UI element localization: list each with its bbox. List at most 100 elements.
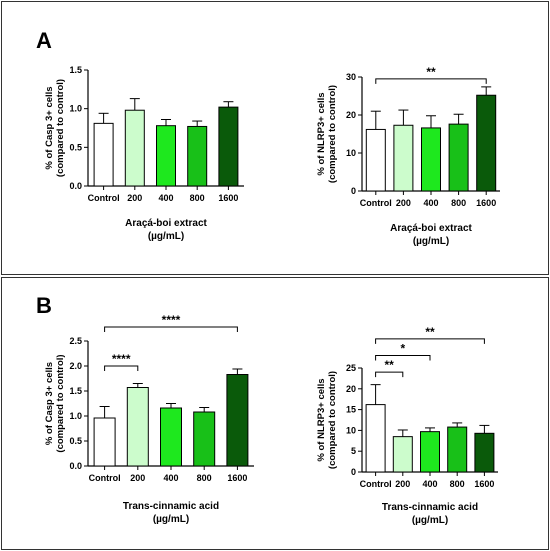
y-tick-label: 1.0	[69, 411, 82, 421]
bar-200	[124, 109, 145, 187]
significance-label: **	[385, 358, 395, 372]
panel-a-border	[1, 1, 549, 275]
x-axis-title-line: (µg/mL)	[412, 515, 448, 526]
significance-bracket	[375, 371, 404, 378]
x-tick-label: 1600	[476, 198, 496, 208]
x-tick-label: 1600	[227, 473, 247, 483]
x-tick-label: 800	[190, 193, 205, 203]
x-tick-label: 400	[163, 473, 178, 483]
x-tick-label: 200	[127, 193, 142, 203]
significance-bracket	[375, 355, 431, 361]
x-axis-title: Araçá-boi extract (µg/mL)	[125, 218, 207, 242]
x-tick-label: Control	[360, 198, 392, 208]
panel-b-letter: B	[36, 293, 52, 318]
bar-400	[421, 127, 441, 192]
x-tick-label: 1600	[218, 193, 238, 203]
bar-400	[156, 125, 176, 187]
y-tick-label: 1.5	[69, 386, 82, 396]
x-tick-label: 200	[396, 198, 411, 208]
y-tick-label: 10	[346, 425, 356, 435]
significance-label: ****	[112, 352, 131, 366]
x-tick-label: Control	[88, 193, 120, 203]
significance-label: ****	[162, 313, 181, 327]
y-axis-title-line: % of NLRP3+ cells	[316, 378, 327, 461]
x-tick-label: Control	[360, 479, 392, 489]
y-tick-label: 10	[346, 148, 356, 158]
y-tick-label: 20	[346, 384, 356, 394]
y-axis-title-line: % of NLRP3+ cells	[316, 92, 327, 175]
x-axis-title: Trans-cinnamic acid (µg/mL)	[123, 501, 219, 525]
y-axis-title-line: (compared to control)	[327, 371, 338, 469]
x-tick-label: 200	[130, 473, 145, 483]
x-axis-title-line: Trans-cinnamic acid	[382, 502, 478, 513]
y-axis-title: % of NLRP3+ cells(compared to control)	[316, 85, 338, 183]
x-axis-title-line: Araçá-boi extract	[390, 223, 472, 234]
bar-1600	[474, 432, 495, 473]
y-tick-label: 1.0	[69, 104, 82, 114]
panel-a-letter: A	[36, 28, 52, 53]
y-tick-label: 15	[346, 405, 356, 415]
y-tick-label: 30	[346, 72, 356, 82]
y-tick-label: 0.5	[69, 436, 82, 446]
y-axis-title: % of NLRP3+ cells(compared to control)	[316, 371, 338, 469]
x-tick-label: 200	[395, 479, 410, 489]
chart-a-casp3: 0.0 0.5 1.0 1.5 Control 200 400 800 1600 % of Cas…	[44, 65, 244, 242]
bar-1600	[476, 94, 497, 192]
x-tick-label: 400	[158, 193, 173, 203]
chart-a-nlrp3: 0 10 20 30 Control 200 400 800 1600 ** % of NLRP3+…	[316, 65, 500, 247]
significance-label: *	[400, 342, 405, 356]
bar-800	[448, 123, 469, 192]
y-tick-label: 0	[351, 186, 356, 196]
x-axis-title: Trans-cinnamic acid (µg/mL)	[382, 502, 478, 526]
significance-label: **	[426, 65, 436, 79]
x-tick-label: 800	[450, 479, 465, 489]
y-tick-label: 1.5	[69, 65, 82, 75]
bar-400	[160, 407, 182, 467]
y-axis-title-line: (compared to control)	[327, 85, 338, 183]
significance-label: **	[425, 325, 435, 339]
x-tick-label: 800	[197, 473, 212, 483]
y-tick-label: 25	[346, 363, 356, 373]
x-tick-label: 400	[423, 198, 438, 208]
bar-200	[126, 387, 149, 467]
bar-control	[365, 128, 386, 192]
bar-control	[93, 417, 116, 467]
bar-400	[420, 431, 440, 473]
panel-b-border	[1, 277, 549, 550]
bar-200	[393, 124, 414, 192]
x-axis-title-line: Trans-cinnamic acid	[123, 501, 219, 512]
bar-control	[93, 122, 114, 187]
x-axis-title-line: Araçá-boi extract	[125, 218, 207, 229]
x-tick-label: 1600	[474, 479, 494, 489]
bar-1600	[218, 106, 239, 187]
chart-b-casp3: 0.0 0.5 1.0 1.5 2.0 2.5 Control 200 400 800 1600 **…	[44, 313, 254, 525]
x-axis-title-line: (µg/mL)	[413, 236, 449, 247]
y-axis-title-line: % of Casp 3+ cells	[44, 362, 55, 445]
bar-200	[392, 436, 413, 473]
y-tick-label: 20	[346, 110, 356, 120]
x-tick-label: 400	[422, 479, 437, 489]
x-axis-title-line: (µg/mL)	[153, 514, 189, 525]
y-axis-title: % of Casp 3+ cells(compared to control)	[44, 354, 66, 452]
significance-bracket	[104, 365, 139, 371]
significance-bracket	[375, 78, 487, 84]
y-axis-title-line: (compared to control)	[55, 354, 66, 452]
y-axis-title-line: % of Casp 3+ cells	[44, 86, 55, 169]
y-tick-label: 5	[351, 446, 356, 456]
x-tick-label: Control	[89, 473, 121, 483]
y-tick-label: 2.0	[69, 361, 82, 371]
y-tick-label: 0	[351, 467, 356, 477]
significance-bracket	[104, 326, 238, 332]
y-tick-label: 2.5	[69, 336, 82, 346]
bar-800	[447, 426, 468, 473]
x-axis-title: Araçá-boi extract (µg/mL)	[390, 223, 472, 247]
y-axis-title: % of Casp 3+ cells(compared to control)	[44, 79, 66, 177]
y-tick-label: 0.0	[69, 461, 82, 471]
x-axis-title-line: (µg/mL)	[148, 231, 184, 242]
significance-bracket	[375, 338, 485, 344]
x-tick-label: 800	[451, 198, 466, 208]
bar-control	[365, 404, 386, 473]
bar-800	[193, 411, 216, 467]
